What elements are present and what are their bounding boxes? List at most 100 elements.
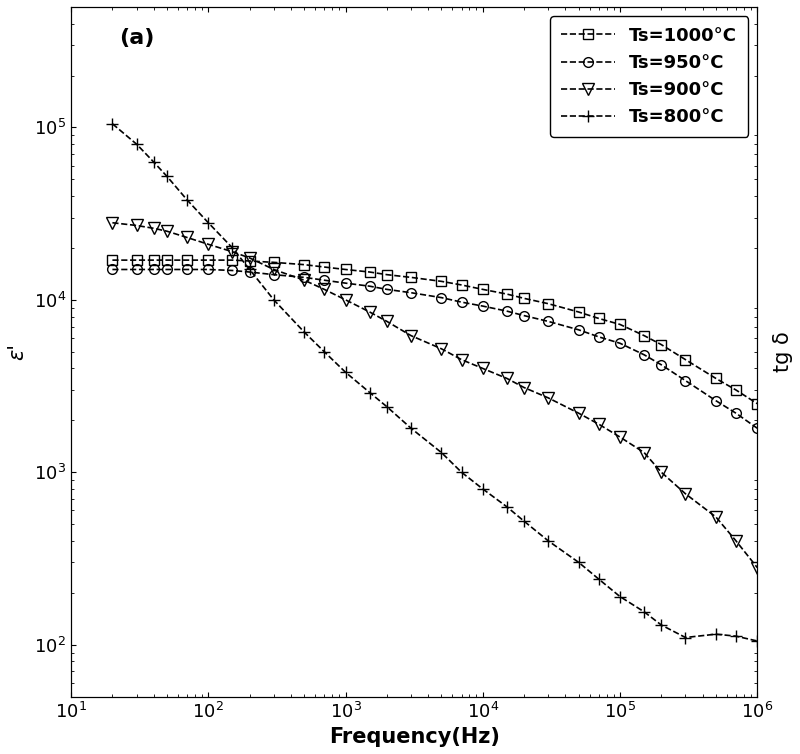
Ts=950°C — [478, 302, 487, 311]
Ts=950°C — [639, 351, 649, 360]
Ts=950°C — [182, 265, 192, 274]
Y-axis label: tg δ: tg δ — [773, 331, 793, 372]
Ts=1000°C — [228, 256, 238, 265]
Ts=1000°C — [299, 260, 309, 269]
Ts=1000°C — [437, 277, 446, 286]
Ts=900°C — [299, 276, 309, 285]
Ts=1000°C — [108, 256, 118, 265]
Ts=950°C — [543, 317, 553, 326]
Ts=1000°C — [382, 270, 392, 279]
Ts=950°C — [132, 265, 142, 274]
Ts=1000°C — [341, 265, 350, 274]
Ts=900°C — [162, 227, 172, 236]
Ts=950°C — [365, 282, 374, 291]
Ts=1000°C — [543, 299, 553, 308]
Ts=800°C — [711, 630, 721, 639]
Ts=800°C — [478, 484, 487, 493]
Ts=800°C — [639, 607, 649, 616]
Ts=950°C — [269, 270, 278, 279]
Ts=900°C — [269, 265, 278, 274]
Y-axis label: ε': ε' — [7, 343, 27, 360]
Ts=800°C — [319, 348, 329, 357]
Ts=950°C — [245, 268, 254, 277]
Ts=800°C — [365, 388, 374, 397]
Ts=1000°C — [478, 285, 487, 294]
Ts=800°C — [406, 424, 416, 433]
Ts=800°C — [182, 195, 192, 204]
Ts=950°C — [502, 307, 512, 316]
Ts=800°C — [228, 244, 238, 253]
Ts=800°C — [457, 467, 466, 477]
Ts=950°C — [319, 276, 329, 285]
Ts=900°C — [437, 345, 446, 354]
Ts=800°C — [132, 139, 142, 149]
Ts=800°C — [574, 558, 583, 567]
Ts=800°C — [341, 368, 350, 377]
Ts=900°C — [731, 536, 741, 545]
Ts=800°C — [269, 296, 278, 305]
Ts=900°C — [132, 221, 142, 230]
Ts=1000°C — [502, 290, 512, 299]
Ts=950°C — [457, 298, 466, 307]
Ts=900°C — [639, 448, 649, 457]
Ts=900°C — [149, 224, 158, 233]
Ts=1000°C — [203, 256, 213, 265]
Line: Ts=950°C: Ts=950°C — [107, 265, 762, 433]
Ts=900°C — [594, 420, 603, 429]
Ts=1000°C — [657, 340, 666, 349]
Ts=800°C — [245, 265, 254, 274]
Ts=800°C — [203, 218, 213, 227]
Ts=1000°C — [182, 256, 192, 265]
Ts=950°C — [299, 273, 309, 282]
Ts=950°C — [753, 424, 762, 433]
Ts=900°C — [681, 489, 690, 498]
Ts=800°C — [108, 119, 118, 128]
Text: (a): (a) — [119, 28, 154, 48]
Ts=900°C — [657, 467, 666, 477]
Ts=950°C — [711, 396, 721, 405]
Ts=1000°C — [457, 280, 466, 290]
Ts=950°C — [681, 376, 690, 385]
Line: Ts=800°C: Ts=800°C — [107, 118, 762, 646]
Ts=950°C — [228, 266, 238, 275]
Ts=1000°C — [162, 256, 172, 265]
Ts=900°C — [108, 218, 118, 227]
Ts=950°C — [203, 265, 213, 274]
Ts=950°C — [162, 265, 172, 274]
Ts=950°C — [657, 360, 666, 369]
Ts=800°C — [731, 632, 741, 641]
Ts=1000°C — [615, 320, 625, 329]
Ts=950°C — [149, 265, 158, 274]
Ts=950°C — [519, 311, 529, 320]
Ts=900°C — [245, 253, 254, 262]
Ts=1000°C — [269, 258, 278, 267]
Ts=950°C — [341, 279, 350, 288]
Ts=900°C — [203, 240, 213, 249]
Ts=900°C — [228, 247, 238, 256]
Ts=1000°C — [574, 308, 583, 317]
Ts=900°C — [574, 409, 583, 418]
Ts=1000°C — [711, 374, 721, 383]
Ts=900°C — [182, 233, 192, 242]
Ts=900°C — [711, 513, 721, 522]
Ts=900°C — [382, 317, 392, 326]
Ts=900°C — [365, 308, 374, 317]
Ts=800°C — [519, 516, 529, 526]
Ts=1000°C — [132, 256, 142, 265]
Ts=800°C — [681, 633, 690, 642]
Ts=800°C — [437, 448, 446, 457]
Ts=1000°C — [594, 314, 603, 323]
Ts=900°C — [543, 394, 553, 403]
Ts=800°C — [657, 621, 666, 630]
Ts=800°C — [543, 536, 553, 545]
Ts=900°C — [457, 355, 466, 364]
Ts=1000°C — [519, 294, 529, 303]
Ts=1000°C — [245, 256, 254, 265]
Ts=950°C — [437, 293, 446, 302]
Ts=900°C — [502, 374, 512, 383]
Line: Ts=1000°C: Ts=1000°C — [107, 256, 762, 409]
Ts=800°C — [502, 502, 512, 511]
Ts=800°C — [299, 327, 309, 336]
Ts=900°C — [753, 563, 762, 572]
Ts=1000°C — [639, 331, 649, 340]
